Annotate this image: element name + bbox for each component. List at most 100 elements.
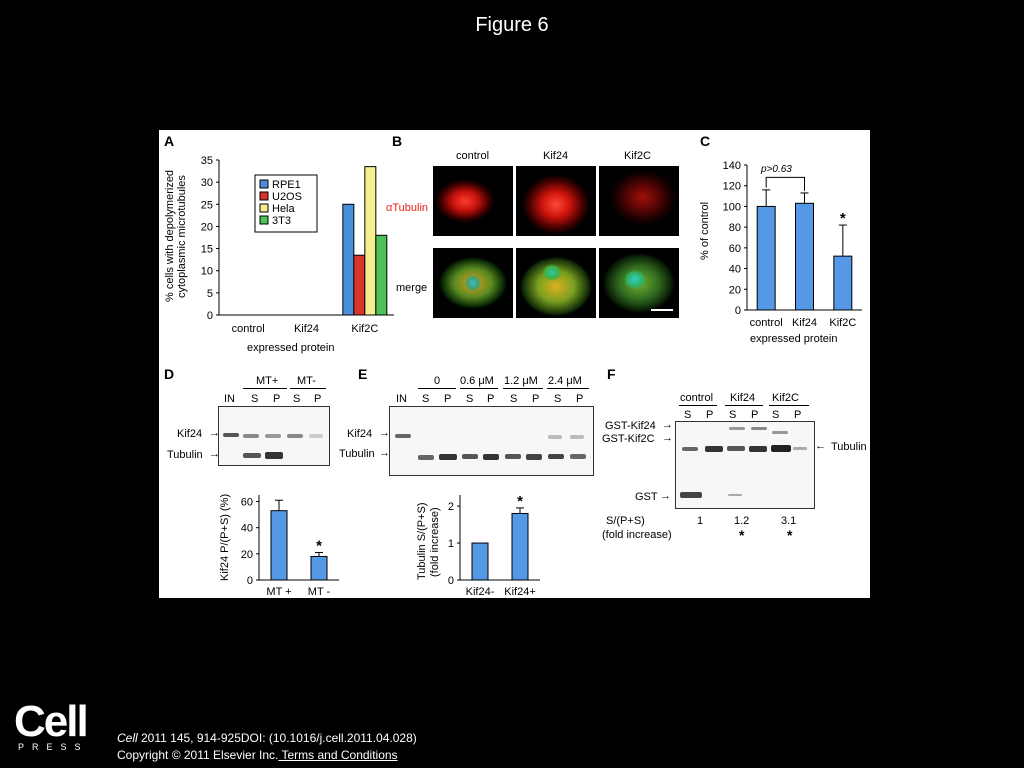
significance-star: *: [517, 493, 523, 510]
figure-title: Figure 6: [475, 14, 549, 36]
x-tick-label: MT +: [266, 586, 291, 598]
panel-a-ylabel-2: cytoplasmic microtubules: [176, 175, 188, 298]
panel-d-row-kif24: Kif24: [177, 428, 203, 440]
micrograph-kif2c-merge: [599, 248, 679, 318]
panel-f-row-gst: GST: [635, 491, 658, 503]
y-tick-label: 0: [735, 305, 741, 317]
y-tick-label: 0: [207, 310, 213, 322]
panel-b-col-control: control: [456, 150, 490, 162]
copyright: Copyright © 2011 Elsevier Inc. Terms and…: [117, 748, 398, 762]
panel-f-ratio-label-1: S/(P+S): [606, 515, 645, 527]
panel-f-group-kif24: Kif24: [730, 392, 756, 404]
y-tick-label: 20: [241, 549, 253, 561]
bar: [364, 166, 377, 316]
x-tick-label: control: [232, 323, 265, 335]
bar: [833, 255, 853, 311]
scale-bar: [651, 309, 673, 311]
bar: [310, 555, 328, 581]
panel-f-row-gst-kif24: GST-Kif24: [605, 420, 656, 432]
panel-e-lane: S: [466, 393, 474, 405]
panel-f-ratio-label-2: (fold increase): [602, 529, 672, 541]
y-tick-label: 40: [729, 264, 741, 276]
bar: [471, 542, 489, 581]
panel-e-chart: 0 1 2 Kif24- Kif24+ *: [448, 493, 540, 598]
panel-b-col-kif2c: Kif2C: [624, 150, 651, 162]
y-tick-label: 20: [729, 284, 741, 296]
panel-e-lane: S: [510, 393, 518, 405]
panel-d-lane-p1: P: [273, 393, 281, 405]
panel-a-ylabel-1: % cells with depolymerized: [164, 169, 176, 302]
figure-panel: A % cells with depolymerized cytoplasmic…: [159, 130, 870, 598]
panel-e-row-tubulin: Tubulin: [339, 448, 375, 460]
legend-swatch: [259, 191, 269, 201]
panel-c-pvalue: p>0.63: [761, 164, 792, 175]
bar: [756, 205, 776, 311]
panel-e-lane: S: [422, 393, 430, 405]
panel-e-lane: P: [487, 393, 495, 405]
significance-star: *: [840, 210, 846, 227]
x-tick-label: Kif24-: [466, 586, 495, 598]
panel-f-star-kif2c: *: [787, 527, 793, 543]
cell-press-logo: Cell: [14, 697, 89, 746]
panel-d-lane-in: IN: [224, 393, 235, 405]
y-tick-label: 2: [448, 501, 454, 513]
panel-c-letter: C: [700, 133, 711, 149]
y-tick-label: 0: [247, 575, 253, 587]
panel-f-star-kif24: *: [739, 527, 745, 543]
panel-e-letter: E: [358, 366, 368, 382]
panel-c-chart: 0 20 40 60 80 100 120 140 control Kif24 Kif2C *: [723, 160, 862, 329]
copyright-text: Copyright © 2011 Elsevier Inc.: [117, 748, 279, 762]
micrograph-control-merge: [433, 248, 513, 318]
panel-f-lane: S: [772, 409, 780, 421]
panel-c-ylabel: % of control: [699, 201, 711, 260]
x-tick-label: Kif24: [294, 323, 319, 335]
legend-swatch: [259, 203, 269, 213]
panel-e-lane: P: [576, 393, 584, 405]
panel-f-row-gst-kif2c: GST-Kif2C: [602, 433, 655, 445]
bar: [353, 254, 366, 316]
panel-e-gel: [389, 406, 594, 476]
panel-e-lane: S: [554, 393, 562, 405]
panel-e-row-kif24: Kif24: [347, 428, 373, 440]
x-tick-label: control: [750, 317, 783, 329]
y-tick-label: 15: [201, 244, 213, 256]
panel-f-ratio-kif24: 1.2: [734, 515, 750, 527]
panel-f-group-kif2c: Kif2C: [772, 392, 799, 404]
micrograph-kif24-tubulin: [516, 166, 596, 236]
micrograph-control-tubulin: [433, 166, 513, 236]
y-tick-label: 20: [201, 221, 213, 233]
panel-f-right-tubulin: Tubulin: [831, 441, 867, 453]
micrograph-kif24-merge: [516, 248, 596, 318]
panel-e-lane: P: [444, 393, 452, 405]
x-tick-label: Kif24: [792, 317, 817, 329]
panel-e-lane: P: [532, 393, 540, 405]
x-tick-label: MT -: [308, 586, 331, 598]
panel-d-mt-plus-line: [243, 388, 287, 389]
bar: [270, 510, 288, 581]
legend-label: RPE1: [272, 179, 301, 191]
y-tick-label: 30: [201, 177, 213, 189]
y-tick-label: 40: [241, 523, 253, 535]
terms-and-conditions-link[interactable]: Terms and Conditions: [278, 748, 398, 762]
y-tick-label: 120: [723, 181, 741, 193]
y-tick-label: 140: [723, 160, 741, 172]
y-tick-label: 60: [729, 243, 741, 255]
citation: Cell 2011 145, 914-925DOI: (10.1016/j.ce…: [117, 731, 417, 745]
panel-f-gel: [675, 421, 815, 509]
panel-b-letter: B: [392, 133, 403, 149]
panel-e-lane-in: IN: [396, 393, 407, 405]
bar: [511, 512, 529, 581]
x-tick-label: Kif2C: [351, 323, 378, 335]
bar: [342, 203, 355, 316]
x-tick-label: Kif24+: [504, 586, 536, 598]
panel-f-lane: S: [684, 409, 692, 421]
y-tick-label: 1: [448, 538, 454, 550]
panel-a-xlabel: expressed protein: [247, 342, 335, 354]
panel-d-mt-minus-line: [290, 388, 326, 389]
panel-d-gel: [218, 406, 330, 466]
y-tick-label: 5: [207, 288, 213, 300]
panel-f-ratio-kif2c: 3.1: [781, 515, 797, 527]
legend-label: U2OS: [272, 191, 302, 203]
panel-b-row-merge: merge: [396, 282, 428, 294]
